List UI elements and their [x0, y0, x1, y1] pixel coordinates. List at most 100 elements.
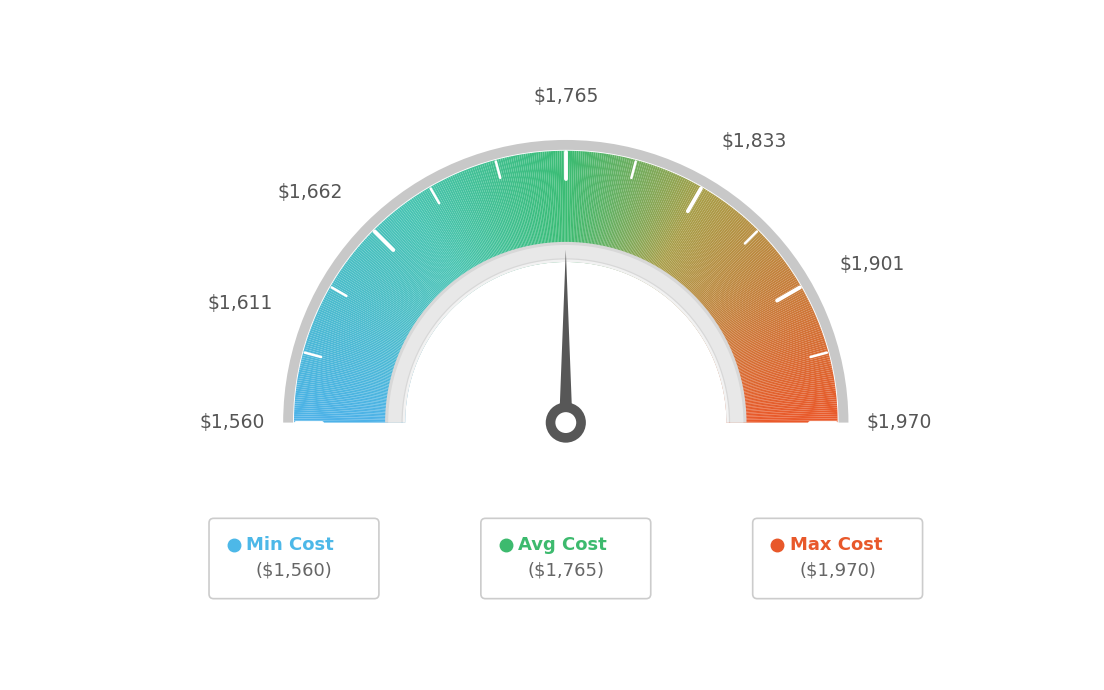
Wedge shape [565, 150, 567, 262]
FancyBboxPatch shape [753, 518, 923, 599]
Wedge shape [299, 366, 408, 390]
Wedge shape [424, 190, 482, 286]
Wedge shape [319, 307, 421, 355]
Wedge shape [664, 206, 732, 296]
Wedge shape [601, 157, 627, 266]
Wedge shape [714, 319, 818, 362]
Wedge shape [699, 272, 793, 335]
Wedge shape [698, 266, 789, 331]
Wedge shape [329, 288, 426, 344]
Wedge shape [464, 170, 507, 274]
Wedge shape [644, 184, 699, 282]
Wedge shape [574, 151, 583, 262]
Wedge shape [643, 184, 697, 282]
Wedge shape [608, 160, 639, 268]
Wedge shape [630, 174, 678, 276]
Wedge shape [498, 159, 527, 267]
Wedge shape [655, 197, 719, 290]
Wedge shape [406, 201, 473, 293]
Wedge shape [673, 221, 751, 304]
Wedge shape [553, 151, 560, 262]
Wedge shape [726, 406, 837, 414]
Wedge shape [669, 215, 742, 300]
Wedge shape [683, 238, 767, 315]
Wedge shape [705, 288, 803, 344]
Wedge shape [362, 241, 446, 316]
Wedge shape [699, 270, 792, 333]
Polygon shape [559, 250, 573, 435]
Wedge shape [651, 193, 713, 288]
Wedge shape [474, 166, 512, 271]
Wedge shape [703, 281, 798, 339]
Wedge shape [368, 235, 449, 313]
Wedge shape [438, 181, 491, 281]
Wedge shape [528, 153, 544, 264]
Wedge shape [725, 391, 836, 405]
Wedge shape [340, 270, 433, 333]
Wedge shape [314, 321, 417, 364]
Wedge shape [379, 224, 456, 306]
Wedge shape [705, 290, 804, 345]
Text: $1,662: $1,662 [278, 183, 343, 201]
Wedge shape [654, 195, 716, 289]
Wedge shape [435, 184, 489, 282]
Wedge shape [440, 180, 492, 280]
Wedge shape [631, 175, 680, 277]
Wedge shape [298, 372, 408, 394]
Wedge shape [325, 295, 424, 348]
Wedge shape [295, 406, 405, 414]
Wedge shape [471, 167, 511, 272]
Wedge shape [397, 208, 467, 297]
Wedge shape [390, 215, 463, 300]
Wedge shape [358, 246, 444, 319]
Wedge shape [306, 343, 412, 377]
Wedge shape [712, 309, 814, 357]
Wedge shape [429, 186, 486, 284]
Wedge shape [300, 364, 410, 388]
Wedge shape [684, 239, 768, 315]
Wedge shape [618, 166, 656, 271]
Circle shape [555, 412, 576, 433]
Wedge shape [307, 337, 413, 373]
Wedge shape [603, 158, 631, 267]
Wedge shape [309, 331, 415, 369]
Wedge shape [359, 244, 445, 318]
Wedge shape [407, 200, 474, 292]
Wedge shape [599, 157, 625, 266]
Wedge shape [364, 238, 448, 315]
Wedge shape [558, 151, 562, 262]
Wedge shape [709, 299, 809, 351]
Wedge shape [710, 301, 810, 352]
Wedge shape [722, 361, 831, 388]
Wedge shape [726, 404, 837, 413]
Wedge shape [687, 243, 771, 317]
Wedge shape [723, 366, 832, 390]
Wedge shape [521, 154, 541, 264]
Wedge shape [551, 151, 559, 262]
Wedge shape [701, 275, 795, 337]
Wedge shape [511, 156, 534, 265]
Wedge shape [295, 404, 405, 413]
Wedge shape [351, 255, 439, 324]
Wedge shape [723, 370, 832, 393]
Wedge shape [481, 164, 518, 270]
Wedge shape [678, 228, 756, 308]
Wedge shape [514, 155, 537, 265]
Wedge shape [723, 372, 834, 394]
Wedge shape [418, 193, 480, 288]
Wedge shape [628, 172, 673, 275]
Wedge shape [649, 190, 708, 286]
Wedge shape [703, 282, 799, 341]
Wedge shape [722, 357, 830, 385]
Wedge shape [315, 317, 418, 361]
Wedge shape [297, 382, 407, 400]
Wedge shape [571, 151, 576, 262]
Wedge shape [647, 188, 704, 284]
Wedge shape [396, 209, 466, 297]
Wedge shape [519, 155, 540, 264]
Wedge shape [323, 297, 423, 350]
Wedge shape [627, 171, 672, 275]
Wedge shape [583, 152, 597, 263]
Text: Avg Cost: Avg Cost [518, 535, 607, 553]
Wedge shape [719, 337, 825, 373]
